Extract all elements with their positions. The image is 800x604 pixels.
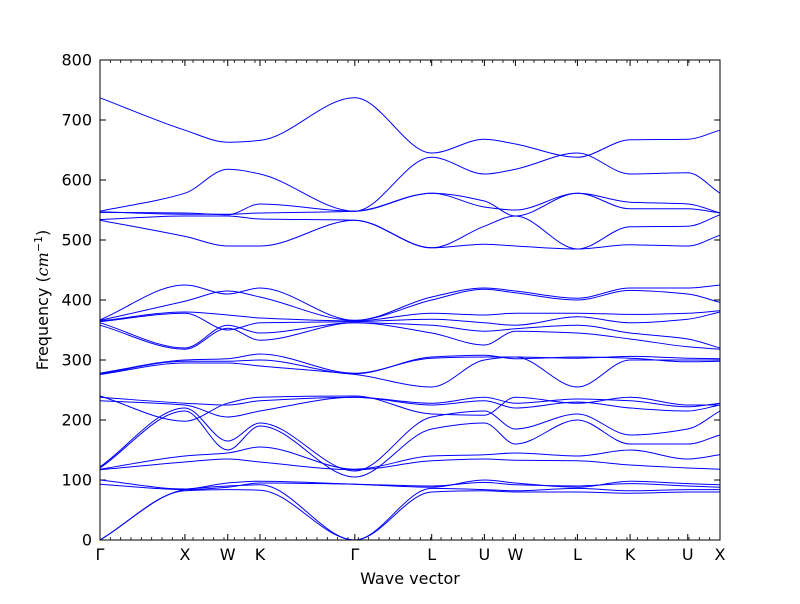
x-tick-label: Γ (96, 545, 105, 564)
phonon-branch-line (99, 479, 721, 490)
x-tick-label: X (179, 545, 190, 564)
phonon-branch-line (99, 484, 720, 541)
y-axis-title: Frequency (cm−1) (32, 230, 53, 371)
ticks-layer (99, 59, 721, 541)
y-tick-label: 0 (82, 531, 92, 550)
x-tick-label: Γ (350, 545, 359, 564)
phonon-branch-line (99, 322, 721, 349)
x-tick-label: X (715, 545, 726, 564)
y-tick-label: 400 (61, 291, 92, 310)
phonon-branch-line (99, 214, 721, 250)
phonon-branch-line (99, 152, 721, 212)
x-tick-label: L (427, 545, 436, 564)
y-tick-label: 700 (61, 111, 92, 130)
data-layer (99, 97, 721, 541)
x-tick-label: L (573, 545, 582, 564)
x-tick-label: W (220, 545, 236, 564)
phonon-branch-line (99, 481, 721, 491)
phonon-branch-line (99, 97, 721, 158)
y-tick-label: 100 (61, 471, 92, 490)
phonon-branch-line (99, 354, 721, 375)
y-tick-label: 500 (61, 231, 92, 250)
x-tick-label: U (479, 545, 491, 564)
phonon-branch-line (99, 396, 721, 408)
phonon-branch-line (99, 284, 721, 321)
phonon-branch-line (99, 310, 721, 322)
x-tick-label: K (625, 545, 636, 564)
x-tick-label: U (682, 545, 694, 564)
phonon-branch-line (99, 356, 720, 388)
x-axis-title: Wave vector (360, 569, 460, 588)
y-axis-title-close: ) (33, 230, 52, 236)
phonon-branch-line (99, 288, 721, 321)
phonon-branch-line (99, 458, 721, 471)
y-tick-label: 800 (61, 51, 92, 70)
y-axis-title-exponent: −1 (32, 236, 45, 252)
plot-frame (99, 59, 721, 541)
x-tick-label: K (255, 545, 266, 564)
y-axis-title-text: Frequency ( (33, 276, 52, 370)
y-axis-title-unit: cm (33, 252, 52, 276)
phonon-branch-line (99, 395, 720, 422)
phonon-branch-line (99, 311, 721, 331)
phonon-branch-line (99, 410, 721, 478)
phonon-branch-line (99, 322, 721, 350)
phonon-branch-line (99, 407, 721, 472)
phonon-branch-line (99, 219, 721, 250)
x-tick-label: W (507, 545, 523, 564)
phonon-branch-line (99, 192, 721, 215)
y-tick-label: 300 (61, 351, 92, 370)
y-tick-label: 600 (61, 171, 92, 190)
phonon-branch-line (99, 396, 721, 418)
phonon-branch-line (99, 489, 720, 541)
y-tick-label: 200 (61, 411, 92, 430)
phonon-branch-line (99, 446, 721, 470)
phonon-branch-line (99, 353, 721, 374)
